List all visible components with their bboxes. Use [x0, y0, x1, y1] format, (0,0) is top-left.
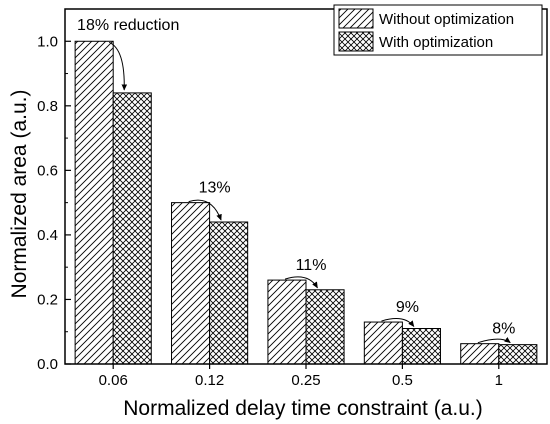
x-tick-label: 0.5: [392, 372, 413, 389]
annotations-group: 18% reduction 13% 11% 9% 8%: [77, 17, 515, 338]
reduction-label-0.12: 13%: [199, 180, 231, 197]
reduction-label-1: 8%: [492, 321, 515, 338]
y-tick-label: 0.6: [37, 162, 58, 179]
y-tick-label: 0.8: [37, 98, 58, 115]
reduction-arrow-0.12: [188, 199, 222, 221]
x-tick-label: 1: [495, 372, 503, 389]
bars-group: [74, 40, 538, 365]
y-tick-label: 0.4: [37, 227, 58, 244]
legend-swatch-with-optimization: [338, 31, 374, 52]
reduction-label-0.06: 18% reduction: [77, 17, 179, 34]
reduction-arrow-0.06: [108, 41, 128, 91]
reduction-label-0.5: 9%: [396, 299, 419, 316]
bar-with-optimization-0.25: [305, 289, 345, 365]
reduction-arrow-0.25: [284, 276, 318, 289]
x-tick-label: 0.06: [99, 372, 128, 389]
reduction-arrow-1: [477, 337, 511, 344]
reduction-label-0.25: 11%: [296, 257, 327, 274]
y-tick-label: 1.0: [37, 33, 58, 50]
x-axis: 0.06 0.12 0.25 0.5 1: [99, 364, 503, 389]
bar-without-optimization-1: [460, 343, 500, 365]
legend: Without optimization With optimization: [333, 4, 543, 56]
y-tick-label: 0.2: [37, 291, 58, 308]
x-axis-title: Normalized delay time constraint (a.u.): [123, 397, 482, 420]
bar-with-optimization-0.12: [209, 221, 249, 365]
y-tick-label: 0.0: [37, 356, 58, 373]
y-axis-title: Normalized area (a.u.): [8, 90, 31, 299]
y-axis: 0.0 0.2 0.4 0.6 0.8 1.0: [37, 33, 71, 373]
x-tick-label: 0.12: [195, 372, 224, 389]
bar-without-optimization-0.06: [74, 40, 114, 365]
bar-with-optimization-1: [498, 344, 538, 365]
bar-without-optimization-0.25: [267, 279, 307, 365]
bar-without-optimization-0.12: [171, 202, 211, 365]
annotation-arrows-group: [108, 41, 511, 344]
bar-with-optimization-0.5: [401, 328, 441, 365]
legend-label-with-optimization: With optimization: [379, 34, 493, 51]
x-tick-label: 0.25: [291, 372, 320, 389]
bar-without-optimization-0.5: [363, 321, 403, 365]
reduction-arrow-0.5: [381, 318, 415, 328]
legend-label-without-optimization: Without optimization: [379, 11, 514, 28]
bar-with-optimization-0.06: [112, 92, 152, 365]
legend-swatch-without-optimization: [338, 8, 374, 29]
